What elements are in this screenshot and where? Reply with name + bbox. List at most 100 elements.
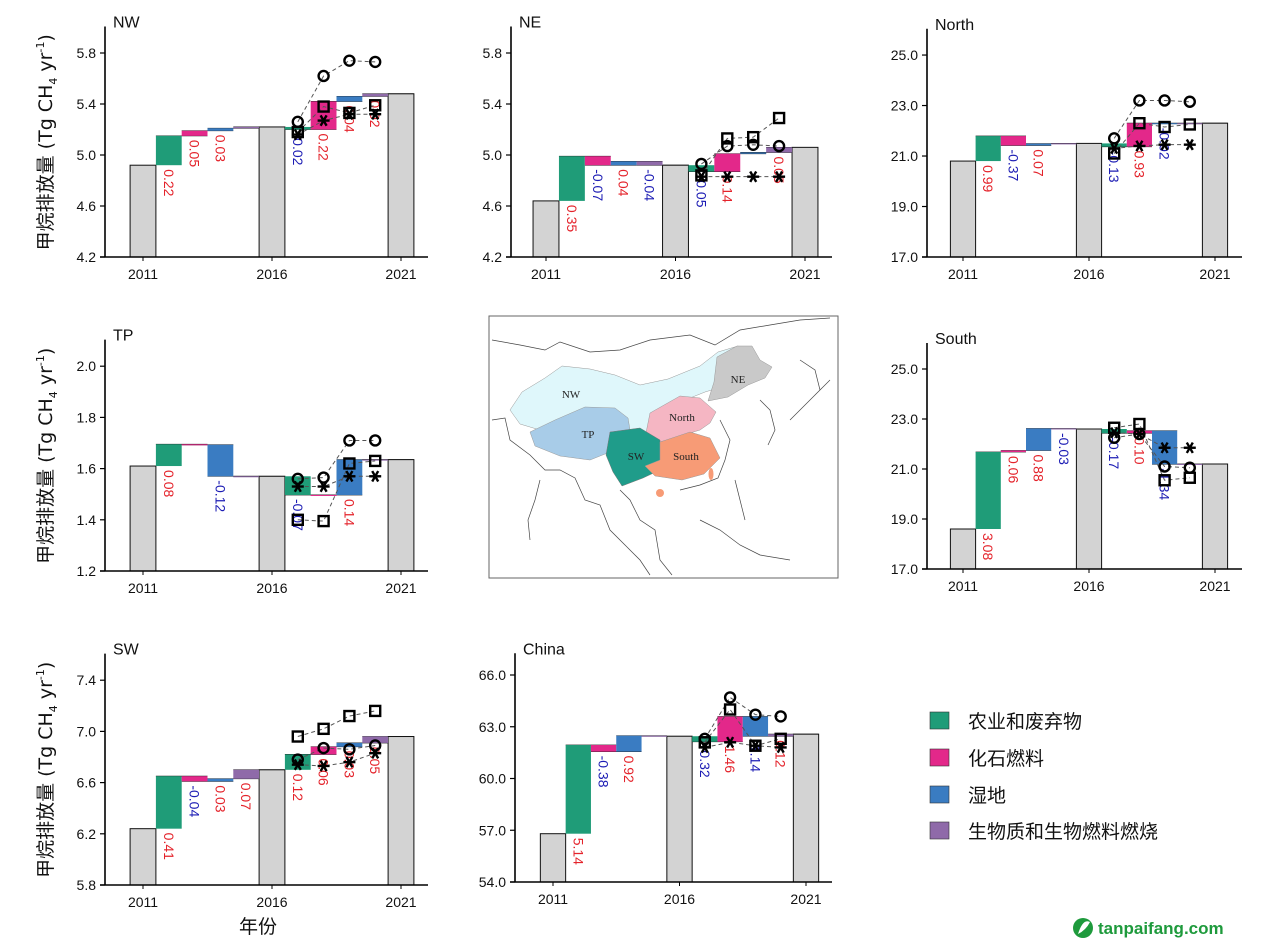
delta-label: 0.88 bbox=[1031, 455, 1047, 482]
y-tick-label: 5.4 bbox=[483, 96, 503, 112]
asterisk-stroke bbox=[319, 480, 328, 493]
delta-label: 0.92 bbox=[621, 756, 637, 783]
asterisk-stroke bbox=[776, 741, 785, 754]
circle-marker bbox=[695, 157, 708, 171]
map-region-south bbox=[644, 431, 721, 481]
total-bar-2016 bbox=[258, 126, 286, 258]
y-tick-label: 57.0 bbox=[479, 822, 506, 838]
marker-series-line bbox=[1114, 432, 1190, 449]
delta-label: 0.22 bbox=[161, 169, 177, 196]
square-marker bbox=[1133, 417, 1146, 431]
marker-series-line bbox=[1114, 144, 1190, 149]
asterisk-stroke bbox=[319, 760, 328, 772]
delta-bar-wetland bbox=[1026, 428, 1052, 451]
square-marker bbox=[721, 132, 734, 145]
delta-label: 0.12 bbox=[290, 774, 306, 801]
y-tick-label: 23.0 bbox=[891, 411, 918, 427]
y-tick-label: 6.6 bbox=[77, 775, 97, 791]
delta-label: 1.46 bbox=[722, 746, 738, 773]
y-tick-label: 7.0 bbox=[77, 723, 97, 739]
x-tick-label: 2021 bbox=[789, 266, 820, 282]
delta-label: 0.06 bbox=[316, 758, 332, 785]
asterisk-marker bbox=[698, 741, 711, 754]
x-tick-label: 2016 bbox=[1073, 578, 1104, 594]
square-marker bbox=[747, 130, 760, 144]
panel-ne: NE 4.2 4.6 5.0 5.4 5.8 2011 2016 2021 0.35 -0.07 0.… bbox=[483, 15, 832, 282]
marker-series-line bbox=[704, 741, 781, 748]
y-tick-label: 4.6 bbox=[483, 198, 503, 214]
delta-label: -0.07 bbox=[590, 169, 606, 201]
asterisk-stroke bbox=[293, 128, 302, 141]
x-tick-label: 2011 bbox=[531, 266, 561, 282]
delta-label: -0.37 bbox=[1005, 149, 1021, 181]
marker-series-line bbox=[297, 104, 376, 133]
square-marker bbox=[723, 703, 737, 716]
delta-label: 0.08 bbox=[161, 470, 177, 497]
delta-bar-agriculture_waste bbox=[975, 136, 1001, 162]
circle-marker bbox=[1107, 132, 1121, 145]
panel-title: TP bbox=[113, 328, 133, 345]
delta-label: 0.10 bbox=[1131, 437, 1147, 464]
delta-bar-fossil_fuel bbox=[590, 745, 617, 752]
square-marker bbox=[1158, 474, 1171, 487]
y-axis-label-sup: -1 bbox=[34, 669, 47, 680]
total-bar-2016 bbox=[258, 475, 286, 572]
marker-series-line bbox=[297, 113, 376, 136]
y-axis-label-sub: 4 bbox=[47, 705, 60, 712]
asterisk-marker bbox=[1108, 426, 1121, 439]
delta-label: 0.05 bbox=[771, 156, 787, 183]
panel-sw: SW 5.8 6.2 6.6 7.0 7.4 2011 2016 2021 0.41 -0.04 0.… bbox=[34, 642, 428, 910]
asterisk-marker bbox=[747, 170, 760, 183]
square-marker bbox=[317, 100, 330, 113]
y-tick-label: 25.0 bbox=[891, 47, 918, 63]
delta-bar-fossil_fuel bbox=[1126, 123, 1152, 147]
asterisk-marker bbox=[1158, 441, 1171, 454]
delta-bar-fossil_fuel bbox=[1000, 136, 1026, 146]
y-tick-label: 1.6 bbox=[77, 461, 97, 477]
delta-bar-wetland bbox=[610, 161, 637, 166]
panel-title: SW bbox=[113, 642, 140, 659]
circle-marker bbox=[721, 139, 734, 153]
delta-label: 0.04 bbox=[616, 169, 632, 196]
delta-bar-biomass_biofuel_burning bbox=[768, 734, 794, 737]
square-marker bbox=[772, 111, 786, 125]
panel-title: NE bbox=[519, 15, 541, 32]
square-marker bbox=[343, 709, 356, 723]
y-axis-label: 甲烷排放量 (Tg CH4 yr-1) bbox=[34, 348, 60, 564]
asterisk-stroke bbox=[1110, 142, 1119, 155]
x-tick-label: 2021 bbox=[385, 266, 416, 282]
x-tick-label: 2021 bbox=[1199, 266, 1230, 282]
marker-series-line bbox=[297, 710, 376, 737]
asterisk-marker bbox=[317, 760, 330, 772]
asterisk-marker bbox=[749, 739, 762, 752]
asterisk-stroke bbox=[751, 739, 760, 752]
y-tick-label: 4.6 bbox=[77, 198, 97, 214]
circle-marker bbox=[1183, 461, 1197, 474]
square-marker bbox=[317, 722, 330, 736]
y-tick-label: 1.4 bbox=[77, 512, 97, 528]
marker-series-line bbox=[704, 696, 781, 740]
legend-label-biomass: 生物质和生物燃料燃烧 bbox=[968, 821, 1158, 843]
y-tick-label: 17.0 bbox=[891, 561, 918, 577]
y-tick-label: 5.8 bbox=[77, 45, 97, 61]
asterisk-marker bbox=[721, 170, 734, 183]
panels: NW 4.2 4.6 5.0 5.4 5.8 2011 2016 2021 0.22 0.05 0.0… bbox=[34, 15, 1242, 910]
map-taiwan bbox=[708, 468, 714, 480]
asterisk-stroke bbox=[1110, 426, 1119, 439]
delta-label: 0.06 bbox=[1005, 456, 1021, 483]
delta-bar-agriculture_waste bbox=[155, 776, 182, 829]
delta-bar-wetland bbox=[616, 735, 642, 752]
marker-series-line bbox=[297, 475, 376, 488]
square-marker bbox=[369, 454, 382, 468]
circle-marker bbox=[291, 472, 304, 486]
asterisk-stroke bbox=[293, 758, 302, 771]
delta-bar-fossil_fuel bbox=[1000, 450, 1026, 452]
delta-bar-agriculture_waste bbox=[975, 452, 1001, 529]
panel-title: North bbox=[935, 17, 974, 34]
asterisk-marker bbox=[773, 170, 786, 183]
total-bar-2016 bbox=[1075, 428, 1103, 570]
total-bar-2021 bbox=[791, 146, 819, 258]
square-marker bbox=[291, 125, 304, 139]
delta-bar-agriculture_waste bbox=[692, 736, 718, 742]
circle-marker bbox=[317, 69, 330, 83]
